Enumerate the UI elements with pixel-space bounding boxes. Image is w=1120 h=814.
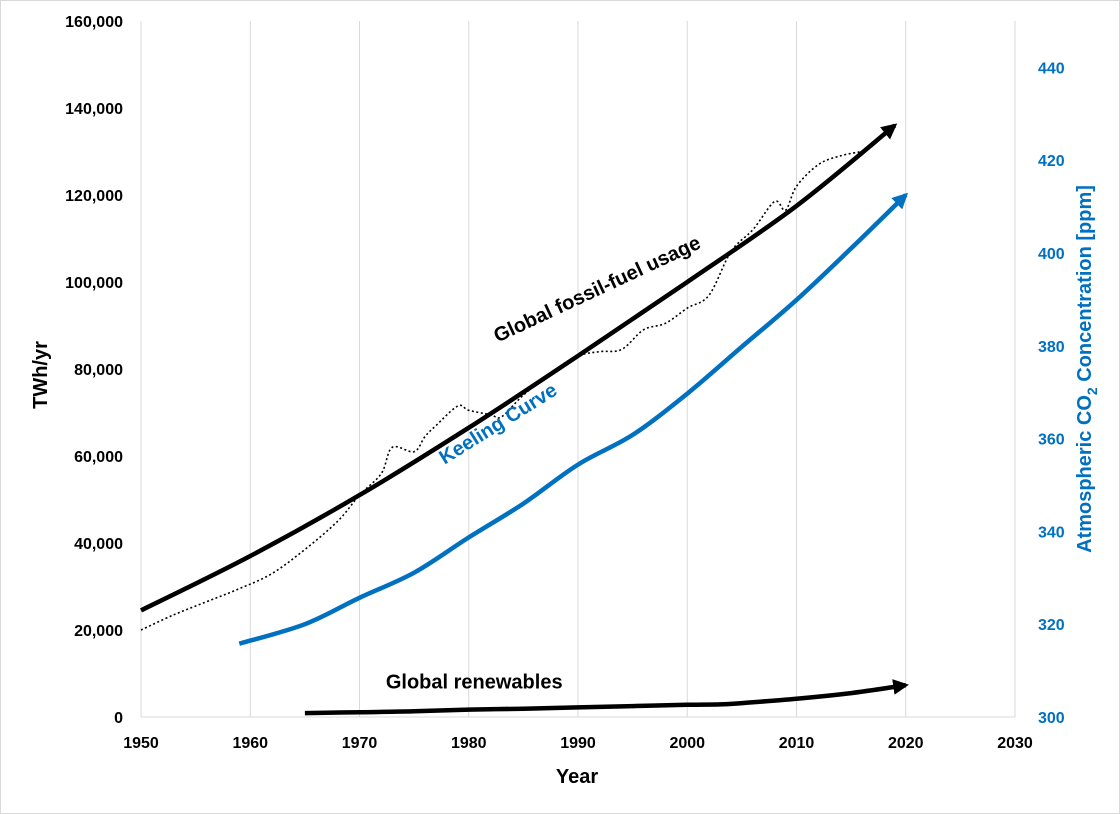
x-tick-label-6: 2010 bbox=[779, 735, 815, 752]
series-line-keeling-curve bbox=[238, 192, 909, 646]
y2-tick-label-1: 320 bbox=[1038, 617, 1065, 634]
y-tick-label-6: 120,000 bbox=[65, 188, 123, 205]
x-tick-label-2: 1970 bbox=[342, 735, 378, 752]
y2-title-post: Concentration [ppm] bbox=[1074, 185, 1096, 387]
y-axis-left-title: TWh/yr bbox=[30, 341, 52, 409]
y2-title-sub: 2 bbox=[1084, 387, 1100, 395]
y2-tick-label-5: 400 bbox=[1038, 246, 1065, 263]
series-label-global-renewables: Global renewables bbox=[386, 672, 563, 694]
x-axis-title: Year bbox=[556, 766, 598, 788]
y-tick-label-1: 20,000 bbox=[74, 623, 123, 640]
y2-tick-label-3: 360 bbox=[1038, 432, 1065, 449]
y2-tick-label-6: 420 bbox=[1038, 153, 1065, 170]
series-label-keeling-curve: Keeling Curve bbox=[435, 379, 561, 469]
y-tick-label-8: 160,000 bbox=[65, 14, 123, 31]
y-tick-label-5: 100,000 bbox=[65, 275, 123, 292]
y2-tick-label-0: 300 bbox=[1038, 710, 1065, 727]
y-axis-right-ticks: 300 320 340 360 380 400 420 440 bbox=[1038, 60, 1065, 727]
y2-tick-label-7: 440 bbox=[1038, 60, 1065, 77]
x-tick-label-3: 1980 bbox=[451, 735, 487, 752]
y-tick-label-0: 0 bbox=[114, 710, 123, 727]
x-tick-label-5: 2000 bbox=[669, 735, 705, 752]
x-tick-label-8: 2030 bbox=[997, 735, 1033, 752]
y2-tick-label-2: 340 bbox=[1038, 524, 1065, 541]
y-tick-label-3: 60,000 bbox=[74, 449, 123, 466]
y-axis-right-title: Atmospheric CO2 Concentration [ppm] bbox=[1074, 185, 1100, 553]
y-tick-label-4: 80,000 bbox=[74, 362, 123, 379]
series-line-global-fossil-fuel-usage bbox=[140, 123, 898, 613]
series-line-global-renewables bbox=[304, 679, 909, 716]
series-group bbox=[140, 123, 909, 716]
y-axis-left-ticks: 0 20,000 40,000 60,000 80,000 100,000 120,000 1… bbox=[65, 14, 123, 727]
x-tick-label-7: 2020 bbox=[888, 735, 924, 752]
x-tick-label-0: 1950 bbox=[123, 735, 159, 752]
y2-tick-label-4: 380 bbox=[1038, 339, 1065, 356]
y-tick-label-2: 40,000 bbox=[74, 536, 123, 553]
y-tick-label-7: 140,000 bbox=[65, 101, 123, 118]
x-tick-label-1: 1960 bbox=[232, 735, 268, 752]
axes bbox=[140, 21, 1016, 718]
grid-lines bbox=[140, 21, 1016, 717]
x-axis-ticks: 1950 1960 1970 1980 1990 2000 2010 2020 2030 bbox=[123, 735, 1033, 752]
y2-title-pre: Atmospheric CO bbox=[1074, 395, 1096, 553]
x-tick-label-4: 1990 bbox=[560, 735, 596, 752]
